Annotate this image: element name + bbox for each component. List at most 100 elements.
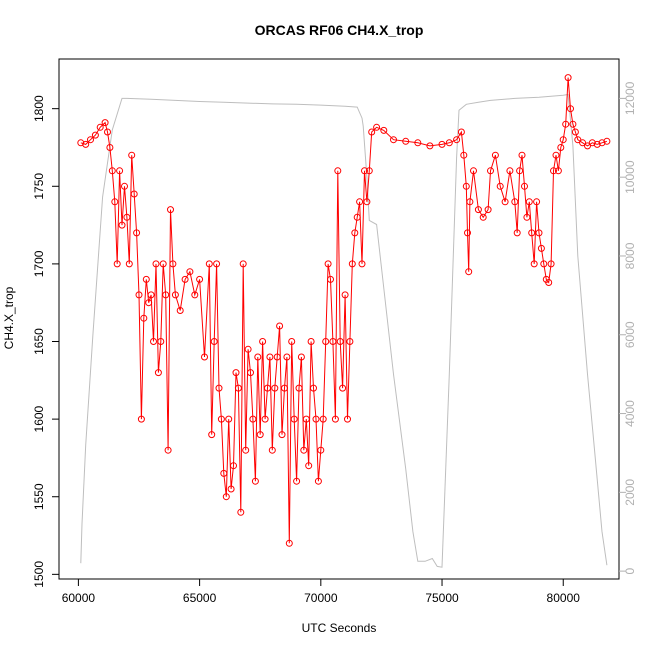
- ch4-point: [213, 260, 221, 268]
- ch4-point: [108, 167, 116, 175]
- ch4-point: [351, 229, 359, 237]
- ch4-series: [77, 74, 611, 547]
- y2-tick-label: 2000: [623, 479, 637, 506]
- y2-tick-label: 8000: [623, 242, 637, 269]
- ch4-point: [533, 198, 541, 206]
- y-tick-label: 1650: [32, 328, 46, 355]
- ch4-point: [341, 291, 349, 299]
- ch4-point: [465, 268, 473, 276]
- y-axis-label: CH4.X_trop: [2, 286, 16, 349]
- ch4-point: [361, 167, 368, 175]
- ch4-point: [118, 221, 126, 229]
- ch4-point: [462, 182, 470, 190]
- ch4-point: [140, 314, 148, 322]
- ch4-point: [470, 167, 477, 175]
- ch4-point: [285, 539, 293, 547]
- ch4-point: [142, 275, 150, 283]
- ch4-point: [547, 260, 555, 268]
- ch4-point: [281, 384, 288, 392]
- ch4-point: [322, 338, 330, 345]
- ch4-point: [276, 322, 284, 330]
- ch4-point: [266, 353, 274, 361]
- ch4-point: [487, 167, 494, 175]
- ch4-point: [523, 213, 531, 221]
- ch4-point: [593, 140, 601, 148]
- ch4-point: [513, 229, 521, 237]
- ch4-point: [414, 139, 422, 147]
- ch4-point: [339, 384, 347, 392]
- ch4-point: [247, 369, 254, 377]
- ch4-point: [348, 260, 356, 268]
- y-tick-label: 1550: [32, 483, 46, 510]
- ch4-point: [334, 167, 342, 175]
- ch4-point: [344, 415, 351, 423]
- x-tick-label: 80000: [547, 591, 581, 605]
- ch4-point: [466, 198, 474, 206]
- y2-tick-label: 10000: [623, 160, 637, 194]
- ch4-point: [552, 151, 560, 159]
- ch4-point: [264, 384, 271, 392]
- ch4-point: [261, 415, 269, 423]
- ch4-point: [363, 198, 371, 206]
- ch4-point: [230, 462, 237, 470]
- ch4-point: [402, 137, 410, 145]
- ch4-point: [159, 260, 167, 268]
- y-tick-label: 1750: [32, 173, 46, 200]
- ch4-point: [358, 260, 366, 268]
- ch4-point: [390, 136, 397, 144]
- y2-tick-label: 4000: [623, 400, 637, 427]
- ch4-point: [82, 140, 90, 148]
- x-axis-label: UTC Seconds: [302, 621, 377, 635]
- ch4-point: [164, 446, 172, 454]
- ch4-point: [331, 415, 339, 423]
- ch4-point: [426, 142, 434, 150]
- ch4-point: [457, 128, 465, 136]
- ch4-point: [121, 182, 128, 190]
- ch4-point: [157, 338, 165, 345]
- ch4-point: [215, 384, 223, 392]
- ch4-point: [300, 446, 308, 454]
- altitude-series: [80, 93, 608, 568]
- y-tick-label: 1700: [32, 250, 46, 277]
- ch4-point: [196, 275, 204, 283]
- ch4-point: [528, 229, 536, 237]
- ch4-point: [501, 198, 509, 206]
- ch4-point: [603, 137, 611, 145]
- ch4-point: [239, 260, 247, 268]
- ch4-point: [237, 508, 245, 516]
- ch4-point: [162, 291, 170, 299]
- x-tick-label: 75000: [425, 591, 459, 605]
- ch4-point: [147, 291, 155, 299]
- x-tick-label: 65000: [183, 591, 217, 605]
- ch4-point: [324, 260, 332, 268]
- ch4-point: [540, 260, 548, 268]
- ch4-point: [293, 477, 301, 485]
- ch4-point: [598, 139, 606, 147]
- ch4-point: [225, 415, 233, 423]
- x-tick-label: 70000: [304, 591, 338, 605]
- ch4-point: [516, 167, 524, 175]
- ch4-point: [201, 353, 208, 361]
- ch4-point: [474, 206, 482, 214]
- ch4-point: [87, 136, 94, 144]
- ch4-point: [205, 260, 213, 268]
- ch4-point: [256, 431, 264, 439]
- ch4-point: [133, 229, 141, 237]
- ch4-point: [550, 167, 557, 175]
- y-axis-right: 0 2000 4000 6000 8000 10000 12000: [619, 81, 637, 574]
- ch4-point: [186, 268, 194, 276]
- altitude-line: [80, 93, 608, 568]
- ch4-point: [571, 128, 579, 136]
- ch4-point: [535, 229, 543, 237]
- x-tick-label: 60000: [62, 591, 96, 605]
- ch4-point: [537, 244, 545, 252]
- ch4-point: [77, 139, 85, 147]
- ch4-point: [208, 431, 216, 439]
- y2-tick-label: 0: [623, 567, 637, 574]
- ch4-point: [125, 260, 133, 268]
- ch4-point: [210, 338, 218, 345]
- ch4-point: [150, 338, 157, 345]
- ch4-point: [91, 131, 99, 139]
- y-tick-label: 1600: [32, 405, 46, 432]
- ch4-point: [220, 469, 228, 477]
